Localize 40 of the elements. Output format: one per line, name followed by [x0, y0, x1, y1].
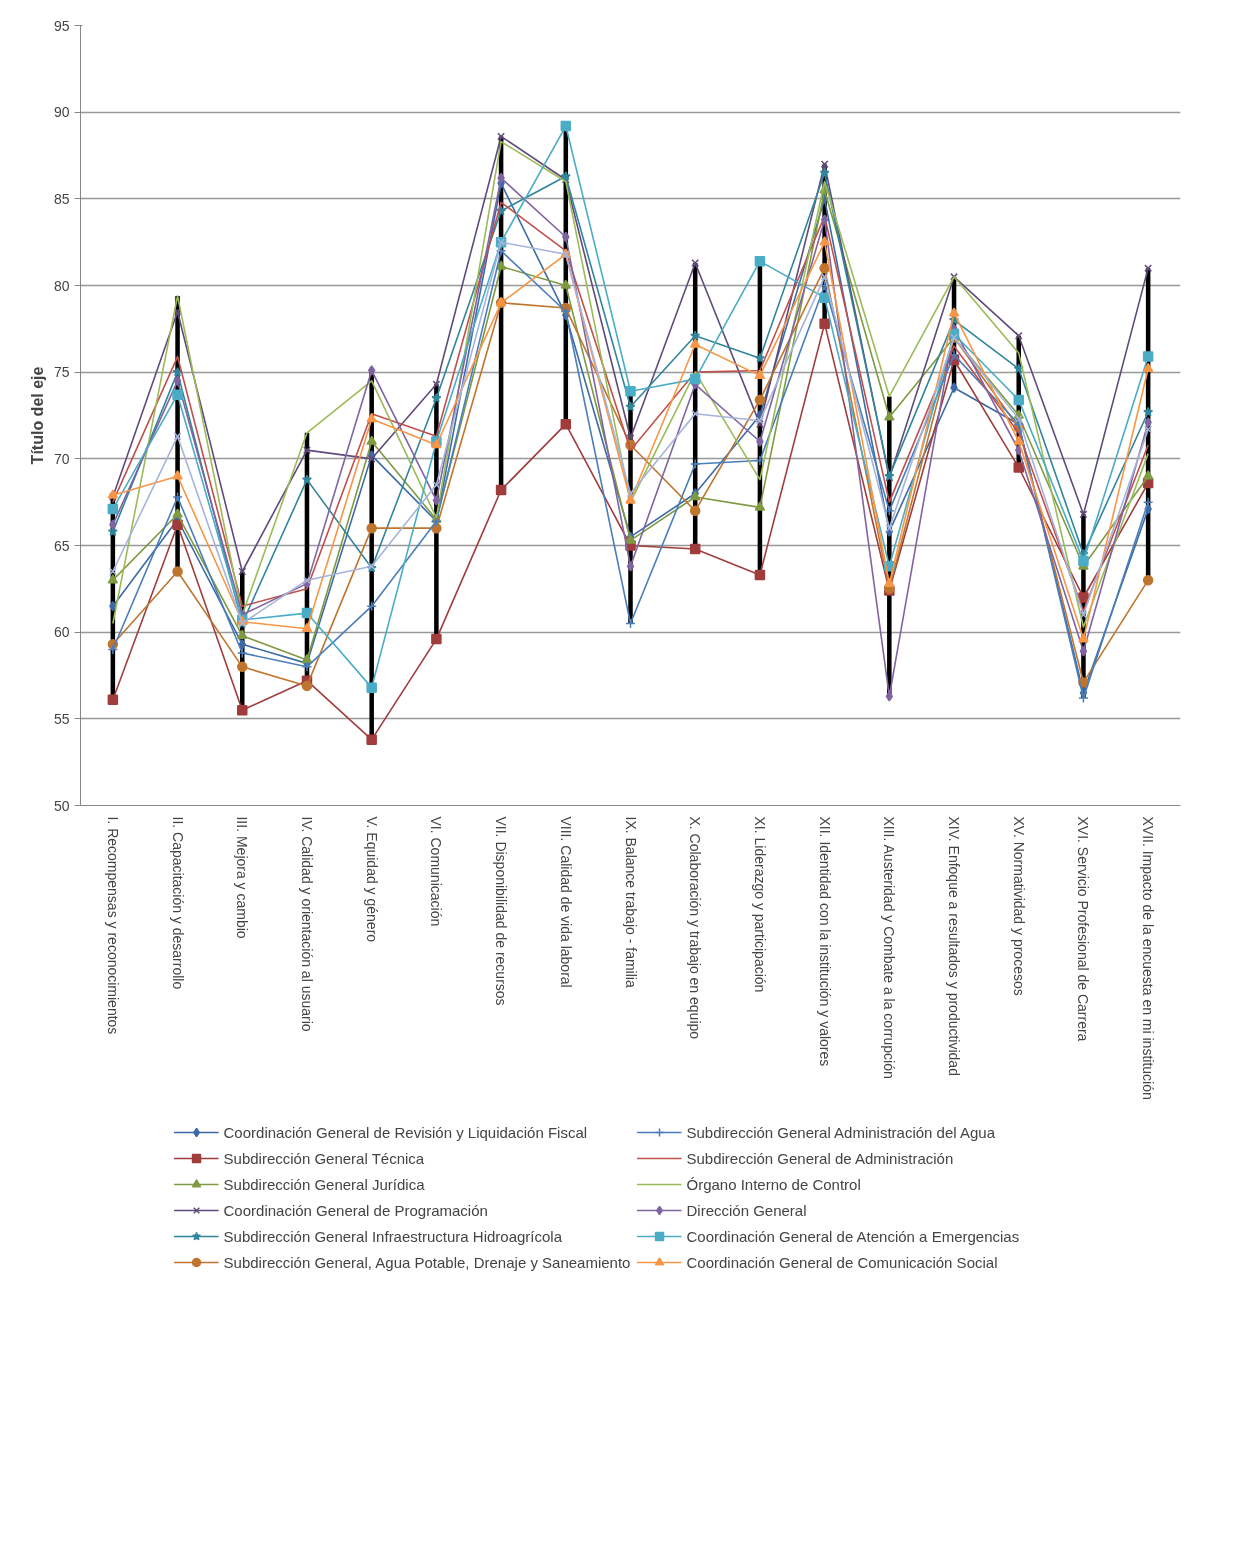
- legend-label: Coordinación General de Programación: [223, 1201, 489, 1219]
- legend-label: Subdirección General Técnica: [223, 1149, 426, 1167]
- y-tick-label: 65: [53, 537, 70, 554]
- y-tick-label: 95: [53, 17, 70, 34]
- x-tick-label: XVII. Impacto de la encuesta en mi institución: [1140, 816, 1157, 1100]
- x-tick-label: IV. Calidad y orientación al usuario: [298, 816, 315, 1032]
- x-tick-label: XV. Normatividad y procesos: [1010, 816, 1027, 996]
- x-tick-label: I. Recompensas y reconocimientos: [104, 816, 121, 1035]
- y-tick-label: 85: [53, 190, 70, 207]
- x-tick-label: XI. Liderazgo y participación: [751, 816, 768, 993]
- x-tick-label: III. Mejora y cambio: [234, 816, 251, 939]
- x-tick-label: XIII. Austeridad y Combate a la corrupción: [881, 816, 898, 1079]
- legend-label: Subdirección General Administración del Agua: [686, 1123, 996, 1141]
- legend-label: Subdirección General de Administración: [686, 1149, 955, 1167]
- legend-label: Subdirección General Infraestructura Hidroagrícola: [223, 1227, 564, 1245]
- x-tick-label: VI. Comunicación: [428, 816, 445, 927]
- x-tick-label: XVI. Servicio Profesional de Carrera: [1075, 816, 1092, 1042]
- y-tick-label: 55: [53, 710, 70, 727]
- x-tick-label: VIII. Calidad de vida laboral: [557, 816, 574, 988]
- legend-label: Dirección General: [686, 1201, 808, 1219]
- legend-label: Subdirección General Jurídica: [223, 1175, 426, 1193]
- y-tick-label: 75: [53, 364, 70, 381]
- x-tick-label: X. Colaboración y trabajo en equipo: [687, 816, 704, 1040]
- y-tick-label: 60: [53, 624, 70, 641]
- x-tick-label: II. Capacitación y desarrollo: [169, 816, 186, 990]
- y-tick-label: 80: [53, 277, 70, 294]
- legend-label: Coordinación General de Comunicación Social: [686, 1253, 999, 1271]
- x-tick-label: XIV. Enfoque a resultados y productividad: [946, 816, 963, 1076]
- legend-label: Coordinación General de Revisión y Liquidación Fiscal: [223, 1123, 589, 1141]
- legend-label: Subdirección General, Agua Potable, Drenaje y Saneamiento: [223, 1253, 631, 1271]
- legend-label: Coordinación General de Atención a Emergencias: [686, 1227, 1021, 1245]
- y-axis-title: Título del eje: [28, 366, 46, 465]
- legend-label: Órgano Interno de Control: [686, 1175, 862, 1193]
- y-tick-label: 50: [53, 797, 70, 814]
- x-tick-label: XII. Identidad con la institución y valores: [816, 816, 833, 1067]
- x-tick-label: IX. Balance trabajo - familia: [622, 816, 639, 988]
- x-tick-label: VII. Disponibilidad de recursos: [493, 816, 510, 1006]
- x-tick-label: V. Equidad y género: [363, 816, 380, 943]
- y-tick-label: 70: [53, 450, 70, 467]
- y-tick-label: 90: [53, 104, 70, 121]
